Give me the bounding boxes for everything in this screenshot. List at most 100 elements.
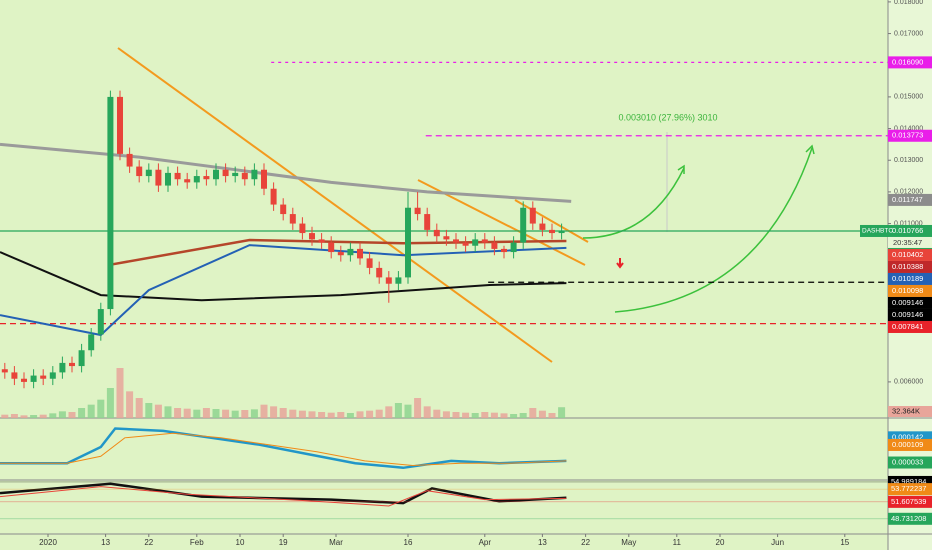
volume-bar bbox=[356, 411, 364, 418]
price-tag bbox=[888, 224, 932, 237]
candle-body bbox=[88, 334, 95, 351]
candle-body bbox=[481, 239, 488, 243]
candle-body bbox=[280, 204, 287, 215]
volume-bar bbox=[250, 409, 258, 418]
y-tick-label: 0.014000 bbox=[894, 125, 923, 132]
y-tick-label: 0.006000 bbox=[894, 379, 923, 386]
rsi-tag-label: 48.731208 bbox=[891, 514, 926, 523]
candle-body bbox=[289, 214, 296, 224]
candle-body bbox=[117, 96, 123, 154]
candle-body bbox=[21, 378, 27, 382]
clock-label: 20:35:47 bbox=[893, 238, 922, 247]
projection-arrow bbox=[582, 167, 685, 239]
rsi-tag-label: 53.772237 bbox=[891, 484, 926, 493]
price-tag bbox=[888, 129, 932, 142]
volume-bar bbox=[193, 409, 201, 418]
macd-tag bbox=[888, 456, 932, 469]
price-tag-label: 0.010098 bbox=[892, 286, 923, 295]
candle-body bbox=[49, 372, 56, 379]
volume-bar bbox=[1, 414, 9, 418]
candle-body bbox=[11, 372, 18, 379]
volume-bar bbox=[385, 406, 393, 418]
x-tick-label: Mar bbox=[329, 538, 343, 547]
volume-bar bbox=[279, 408, 287, 418]
down-arrow bbox=[616, 258, 624, 269]
rsi-tag-label: 51.607539 bbox=[891, 497, 926, 506]
annotation: 0.003010 (27.96%) 3010 bbox=[618, 112, 717, 122]
candle-body bbox=[165, 172, 171, 186]
candle-body bbox=[357, 248, 363, 259]
price-tag-label: 0.010189 bbox=[892, 274, 923, 283]
candle-body bbox=[241, 172, 248, 180]
volume-bar bbox=[490, 412, 498, 418]
x-tick-label: May bbox=[621, 538, 636, 547]
volume-bar bbox=[49, 413, 57, 418]
candle-body bbox=[184, 179, 191, 183]
volume-bar bbox=[202, 408, 210, 418]
y-tick-label: 0.011000 bbox=[894, 220, 923, 227]
volume-bar bbox=[270, 406, 278, 418]
x-tick-label: 15 bbox=[840, 538, 849, 547]
candle-body bbox=[309, 233, 315, 240]
volume-bar bbox=[452, 412, 460, 418]
volume-bar bbox=[126, 391, 134, 418]
x-tick-label: 19 bbox=[279, 538, 288, 547]
price-tag bbox=[888, 272, 932, 285]
price-tag-label: 0.010766 bbox=[892, 226, 923, 235]
clock-tag bbox=[888, 236, 932, 248]
rsi-tag bbox=[888, 495, 932, 508]
volume-bar bbox=[30, 415, 38, 418]
macd-tag-label: 0.000142 bbox=[892, 432, 923, 441]
x-tick-label: Feb bbox=[190, 538, 204, 547]
volume-bar bbox=[87, 404, 95, 418]
y-tick-label: 0.017000 bbox=[894, 30, 923, 37]
price-tag-label: 0.009146 bbox=[892, 298, 923, 307]
candle-body bbox=[40, 375, 47, 379]
volume-bar bbox=[318, 412, 326, 418]
volume-bar bbox=[308, 411, 316, 418]
candle-body bbox=[414, 207, 421, 215]
volume-bar bbox=[471, 413, 479, 418]
candle-body bbox=[520, 207, 527, 243]
candle-body bbox=[270, 188, 277, 205]
price-tag bbox=[888, 193, 932, 206]
candle-body bbox=[366, 258, 373, 268]
candle-body bbox=[222, 169, 229, 177]
price-tag bbox=[888, 296, 932, 309]
volume-bar bbox=[404, 404, 412, 418]
candle-body bbox=[251, 169, 258, 180]
candle-body bbox=[1, 369, 8, 373]
volume-tag bbox=[888, 406, 932, 417]
price-tag bbox=[888, 56, 932, 69]
price-tag bbox=[888, 260, 932, 273]
volume-bar bbox=[289, 409, 297, 418]
candle-body bbox=[145, 169, 152, 177]
candle-body bbox=[69, 362, 75, 367]
x-tick-label: 2020 bbox=[39, 538, 57, 547]
y-tick-label: 0.018000 bbox=[894, 0, 923, 6]
price-tag-label: 0.010388 bbox=[892, 262, 923, 271]
candle-body bbox=[395, 277, 402, 284]
y-tick-label: 0.012000 bbox=[894, 189, 923, 196]
candle-body bbox=[385, 277, 392, 284]
volume-bar bbox=[433, 409, 441, 418]
candle-body bbox=[337, 252, 344, 256]
x-tick-label: 13 bbox=[101, 538, 110, 547]
candle-body bbox=[510, 242, 517, 253]
moving-average bbox=[0, 251, 567, 302]
candle-body bbox=[472, 239, 479, 246]
macd-tag-label: 0.000033 bbox=[892, 458, 923, 467]
candle-body bbox=[155, 169, 162, 186]
rsi-tag bbox=[888, 483, 932, 496]
candle-body bbox=[193, 176, 200, 183]
candle-body bbox=[558, 230, 565, 234]
macd-tag-label: 0.000109 bbox=[892, 440, 923, 449]
candle-body bbox=[126, 153, 133, 167]
volume-bar bbox=[20, 415, 28, 418]
x-tick-label: Jun bbox=[771, 538, 784, 547]
projection-arrow bbox=[614, 147, 813, 313]
price-tag-label: 0.009146 bbox=[892, 310, 923, 319]
price-tag bbox=[888, 284, 932, 297]
